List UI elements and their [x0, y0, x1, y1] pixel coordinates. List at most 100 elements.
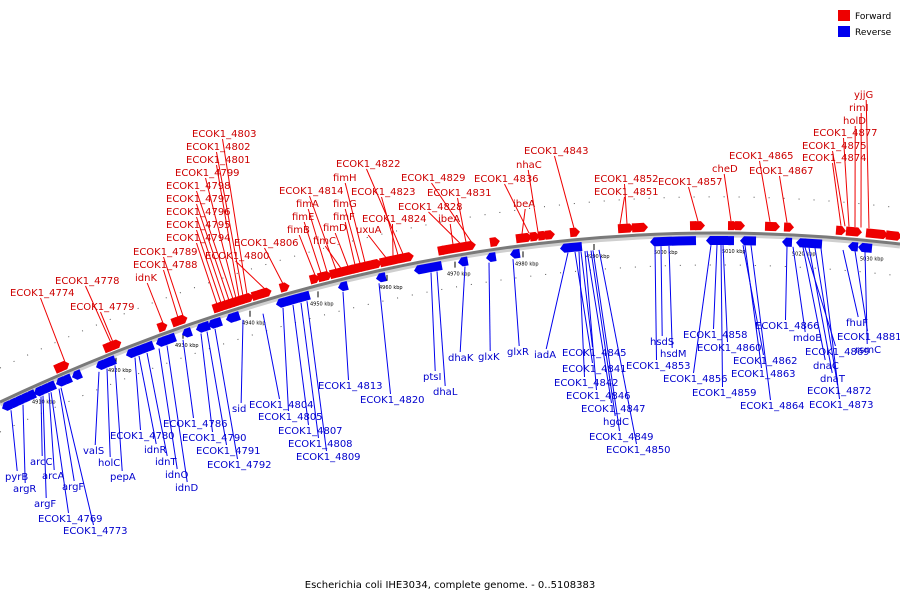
forward-gene-block: [489, 237, 500, 247]
forward-gene-label-ecok1-4824: ECOK1_4824: [362, 214, 427, 225]
reverse-gene-block: [685, 236, 697, 246]
forward-gene-label-ecok1-4795: ECOK1_4795: [166, 220, 231, 231]
forward-leader-line: [457, 197, 467, 243]
forward-gene-block: [371, 258, 382, 270]
forward-gene-block: [851, 227, 862, 237]
reverse-gene-block: [799, 238, 811, 248]
reverse-leader-line: [214, 328, 238, 460]
reverse-gene-label-dhak: dhaK: [448, 353, 474, 364]
forward-leader-line: [624, 183, 628, 224]
reverse-leader-line: [22, 404, 26, 484]
forward-gene-block: [891, 231, 900, 241]
forward-gene-block: [835, 225, 846, 236]
forward-gene-label-fimh: fimH: [333, 173, 357, 184]
forward-gene-label-ecok1-4798: ECOK1_4798: [166, 181, 231, 192]
reverse-leader-line: [722, 245, 728, 343]
reverse-gene-label-argr: argR: [13, 484, 36, 495]
forward-gene-label-ecok1-4823: ECOK1_4823: [351, 187, 416, 198]
reverse-gene-label-pepa: pepA: [110, 472, 136, 483]
forward-gene-block: [734, 221, 745, 231]
forward-gene-label-ecok1-4778: ECOK1_4778: [55, 276, 120, 287]
tick-label: 5000 kbp: [654, 250, 678, 256]
reverse-gene-block: [559, 243, 571, 253]
forward-gene-label-ecok1-4851: ECOK1_4851: [594, 187, 659, 198]
reverse-leader-line: [808, 247, 833, 374]
forward-leader-line: [865, 99, 870, 229]
reverse-leader-line: [512, 259, 520, 347]
reverse-gene-label-ecok1-4860: ECOK1_4860: [697, 343, 762, 354]
reverse-gene-block: [105, 355, 117, 366]
forward-leader-line: [303, 221, 322, 274]
reverse-gene-block: [71, 369, 83, 380]
reverse-gene-block: [673, 236, 685, 246]
forward-leader-line: [504, 183, 530, 234]
reverse-gene-label-ecok1-4863: ECOK1_4863: [731, 369, 796, 380]
forward-gene-label-ecok1-4797: ECOK1_4797: [166, 194, 231, 205]
reverse-gene-label-holc: holC: [98, 458, 120, 469]
reverse-leader-line: [158, 348, 178, 470]
legend-swatch-reverse: [838, 26, 850, 37]
reverse-leader-line: [206, 331, 227, 446]
forward-gene-label-nhac: nhaC: [516, 160, 542, 171]
reverse-gene-label-ecok1-4808: ECOK1_4808: [288, 439, 353, 450]
reverse-gene-label-hgdc: hgdC: [603, 417, 629, 428]
reverse-leader-line: [262, 313, 280, 400]
forward-leader-line: [554, 155, 575, 229]
forward-gene-label-ecok1-4801: ECOK1_4801: [186, 155, 251, 166]
reverse-leader-line: [42, 395, 47, 499]
reverse-gene-block: [679, 236, 691, 246]
forward-gene-label-fimc: fimC: [313, 236, 336, 247]
reverse-gene-label-vals: valS: [83, 446, 104, 457]
reverse-leader-line: [436, 271, 446, 387]
forward-gene-label-ecok1-4836: ECOK1_4836: [474, 174, 539, 185]
forward-leader-line: [688, 186, 699, 222]
reverse-gene-label-ecok1-4842: ECOK1_4842: [554, 378, 619, 389]
forward-gene-block: [308, 274, 320, 285]
reverse-leader-line: [138, 355, 157, 445]
reverse-gene-label-ecok1-4850: ECOK1_4850: [606, 445, 671, 456]
reverse-gene-block: [805, 238, 817, 249]
reverse-gene-label-ecok1-4807: ECOK1_4807: [278, 426, 343, 437]
reverse-gene-block: [299, 290, 311, 302]
reverse-leader-line: [430, 272, 436, 372]
tick-label: 4930 kbp: [175, 343, 199, 349]
forward-gene-label-ched: cheD: [712, 164, 738, 175]
forward-gene-label-rimi: rimI: [849, 103, 869, 114]
reverse-leader-line: [545, 252, 569, 350]
forward-gene-label-ibea: ibeA: [513, 199, 535, 210]
reverse-gene-label-argf: argF: [62, 482, 84, 493]
forward-leader-line: [324, 245, 342, 269]
forward-gene-label-ecok1-4828: ECOK1_4828: [398, 202, 463, 213]
reverse-leader-line: [488, 262, 491, 352]
reverse-gene-block: [61, 373, 73, 385]
forward-gene-label-ecok1-4779: ECOK1_4779: [70, 302, 135, 313]
legend-label-reverse: Reverse: [855, 28, 892, 38]
reverse-leader-line: [842, 249, 859, 318]
reverse-gene-label-ecok1-4845: ECOK1_4845: [562, 348, 627, 359]
reverse-gene-label-ecok1-4790: ECOK1_4790: [182, 433, 247, 444]
forward-leader-line: [196, 190, 234, 300]
forward-gene-block: [320, 270, 332, 282]
forward-gene-block: [569, 227, 580, 238]
reverse-gene-label-iada: iadA: [534, 350, 556, 361]
forward-gene-block: [783, 222, 794, 232]
reverse-gene-block: [375, 272, 387, 283]
tick-label: 4980 kbp: [515, 261, 539, 267]
reverse-leader-line: [660, 246, 663, 337]
legend-swatch-forward: [838, 10, 850, 21]
reverse-leader-line: [668, 245, 673, 349]
forward-gene-label-ecok1-4806: ECOK1_4806: [234, 238, 299, 249]
forward-gene-label-ecok1-4794: ECOK1_4794: [166, 233, 231, 244]
reverse-gene-block: [668, 236, 679, 246]
forward-leader-line: [196, 216, 226, 302]
reverse-gene-label-dnat: dnaT: [820, 374, 846, 385]
reverse-gene-block: [650, 237, 661, 247]
reverse-gene-block: [847, 242, 859, 252]
forward-leader-line: [527, 169, 539, 233]
reverse-gene-label-ecok1-4780: ECOK1_4780: [110, 431, 175, 442]
backbone: [0, 231, 900, 404]
forward-leader-line: [843, 137, 850, 227]
reverse-gene-block: [705, 236, 717, 246]
